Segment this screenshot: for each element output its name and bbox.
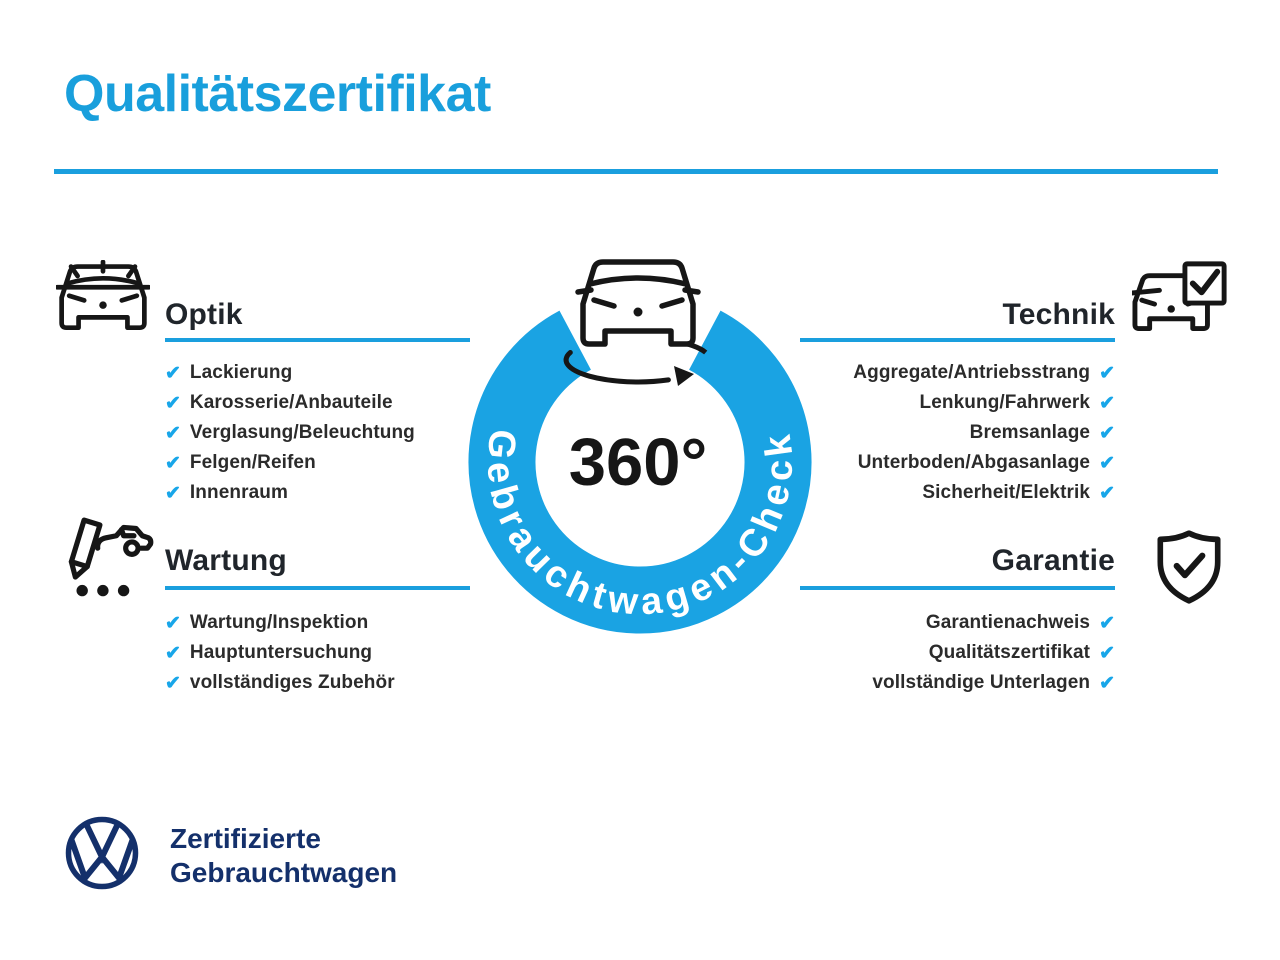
checklist-technik: Aggregate/Antriebsstrang ✔ Lenkung/Fahrwe… bbox=[800, 358, 1115, 508]
checklist-item: ✔ Wartung/Inspektion bbox=[165, 608, 395, 638]
checklist-optik: ✔ Lackierung ✔ Karosserie/Anbauteile ✔ Verg… bbox=[165, 358, 415, 508]
check-icon: ✔ bbox=[165, 362, 181, 384]
section-title-wartung: Wartung bbox=[165, 544, 287, 577]
checklist-item: Sicherheit/Elektrik ✔ bbox=[922, 478, 1115, 508]
ring-shape bbox=[468, 310, 812, 634]
check-icon: ✔ bbox=[165, 422, 181, 444]
section-divider-wartung bbox=[165, 586, 470, 590]
360-value: 360° bbox=[569, 425, 708, 500]
footer-line-2: Gebrauchtwagen bbox=[170, 857, 398, 888]
footer-line-1: Zertifizierte bbox=[170, 823, 321, 854]
shield-check-icon bbox=[1157, 530, 1221, 604]
section-title-garantie: Garantie bbox=[991, 544, 1115, 577]
checklist-item-label: Wartung/Inspektion bbox=[189, 612, 369, 633]
checklist-item-label: Qualitätszertifikat bbox=[928, 642, 1091, 663]
check-icon: ✔ bbox=[1099, 452, 1115, 474]
checklist-item-label: Sicherheit/Elektrik bbox=[922, 482, 1091, 503]
checklist-item-label: Unterboden/Abgasanlage bbox=[857, 452, 1091, 473]
checklist-item-label: Bremsanlage bbox=[969, 422, 1091, 443]
checklist-item: vollständige Unterlagen ✔ bbox=[872, 668, 1115, 698]
checklist-item: ✔ Felgen/Reifen bbox=[165, 448, 415, 478]
checklist-item: Lenkung/Fahrwerk ✔ bbox=[920, 388, 1115, 418]
check-icon: ✔ bbox=[1099, 642, 1115, 664]
360-check-badge: Gebrauchtwagen-Check 360° bbox=[468, 259, 812, 634]
pencil-car-checklist-icon bbox=[68, 517, 154, 597]
section-title-technik: Technik bbox=[1002, 298, 1115, 331]
check-icon: ✔ bbox=[1099, 482, 1115, 504]
checklist-item: ✔ Innenraum bbox=[165, 478, 415, 508]
checklist-item-label: Felgen/Reifen bbox=[189, 452, 316, 473]
checklist-wartung: ✔ Wartung/Inspektion ✔ Hauptuntersuchung ✔… bbox=[165, 608, 395, 698]
checklist-garantie: Garantienachweis ✔ Qualitätszertifikat ✔ v… bbox=[800, 608, 1115, 698]
check-icon: ✔ bbox=[1099, 362, 1115, 384]
section-divider-garantie bbox=[800, 586, 1115, 590]
checklist-item-label: Lackierung bbox=[189, 362, 293, 383]
footer-brand-text: Zertifizierte Gebrauchtwagen bbox=[170, 822, 397, 890]
check-icon: ✔ bbox=[165, 642, 181, 664]
checklist-item: ✔ vollständiges Zubehör bbox=[165, 668, 395, 698]
checklist-item-label: Karosserie/Anbauteile bbox=[189, 392, 393, 413]
checklist-item-label: Lenkung/Fahrwerk bbox=[919, 392, 1091, 413]
section-divider-optik bbox=[165, 338, 470, 342]
check-icon: ✔ bbox=[165, 452, 181, 474]
checklist-item: Bremsanlage ✔ bbox=[970, 418, 1115, 448]
section-title-optik: Optik bbox=[165, 298, 243, 331]
checklist-item: Garantienachweis ✔ bbox=[926, 608, 1115, 638]
checklist-item: ✔ Karosserie/Anbauteile bbox=[165, 388, 415, 418]
checklist-item-label: Innenraum bbox=[189, 482, 288, 503]
page-title: Qualitätszertifikat bbox=[64, 65, 491, 123]
checklist-item-label: Aggregate/Antriebsstrang bbox=[853, 362, 1091, 383]
checklist-item-label: vollständiges Zubehör bbox=[189, 672, 395, 693]
check-icon: ✔ bbox=[165, 612, 181, 634]
header-divider bbox=[54, 169, 1218, 174]
check-icon: ✔ bbox=[165, 482, 181, 504]
checklist-item: ✔ Lackierung bbox=[165, 358, 415, 388]
checklist-item: ✔ Verglasung/Beleuchtung bbox=[165, 418, 415, 448]
checklist-item: Aggregate/Antriebsstrang ✔ bbox=[853, 358, 1115, 388]
check-icon: ✔ bbox=[1099, 612, 1115, 634]
check-icon: ✔ bbox=[1099, 672, 1115, 694]
car-shine-icon bbox=[56, 260, 150, 331]
vw-logo bbox=[65, 816, 139, 890]
checklist-item: ✔ Hauptuntersuchung bbox=[165, 638, 395, 668]
car-rotation-icon bbox=[563, 259, 708, 386]
check-icon: ✔ bbox=[1099, 422, 1115, 444]
checklist-item: Unterboden/Abgasanlage ✔ bbox=[858, 448, 1115, 478]
section-divider-technik bbox=[800, 338, 1115, 342]
checklist-item-label: Hauptuntersuchung bbox=[189, 642, 373, 663]
car-checkbox-icon bbox=[1132, 261, 1227, 332]
check-icon: ✔ bbox=[165, 392, 181, 414]
checklist-item-label: Verglasung/Beleuchtung bbox=[189, 422, 415, 443]
checklist-item-label: Garantienachweis bbox=[925, 612, 1091, 633]
checklist-item: Qualitätszertifikat ✔ bbox=[929, 638, 1115, 668]
check-icon: ✔ bbox=[165, 672, 181, 694]
checklist-item-label: vollständige Unterlagen bbox=[872, 672, 1091, 693]
check-icon: ✔ bbox=[1099, 392, 1115, 414]
